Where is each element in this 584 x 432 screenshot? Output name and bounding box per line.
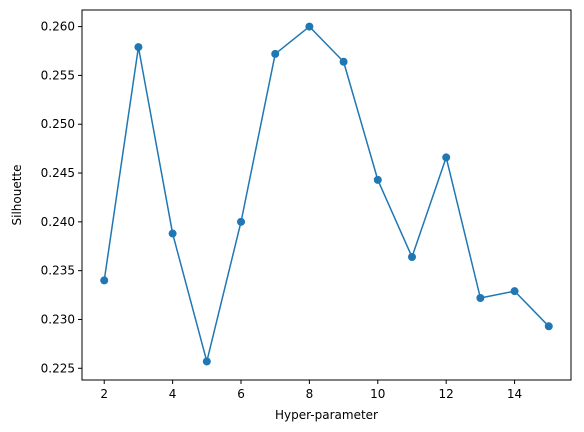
x-axis: 2 4 6 8 10 12 14 xyxy=(100,380,522,401)
y-tick-label-0.225: 0.225 xyxy=(41,361,75,375)
data-point-10 xyxy=(373,175,382,184)
data-point-15 xyxy=(544,322,553,331)
data-point-9 xyxy=(339,57,348,66)
y-axis: 0.225 0.230 0.235 0.240 0.245 0.250 0.255 0.260 xyxy=(41,20,82,375)
data-point-4 xyxy=(168,229,177,238)
x-tick-label-6: 6 xyxy=(237,387,245,401)
y-tick-label-0.255: 0.255 xyxy=(41,68,75,82)
data-point-14 xyxy=(510,287,519,296)
y-tick-label-0.240: 0.240 xyxy=(41,215,75,229)
y-axis-label: Silhouette xyxy=(10,164,24,225)
data-point-6 xyxy=(237,217,246,226)
data-point-2 xyxy=(100,276,109,285)
data-point-8 xyxy=(305,22,314,31)
data-point-12 xyxy=(442,153,451,162)
axes-frame xyxy=(81,9,572,381)
y-tick-label-0.250: 0.250 xyxy=(41,117,75,131)
data-point-7 xyxy=(271,49,280,58)
data-point-13 xyxy=(476,293,485,302)
x-tick-label-2: 2 xyxy=(100,387,108,401)
x-axis-label: Hyper-parameter xyxy=(275,408,378,422)
plot-area xyxy=(100,22,553,366)
x-tick-label-4: 4 xyxy=(169,387,177,401)
x-tick-label-12: 12 xyxy=(439,387,454,401)
series-line-0 xyxy=(103,25,550,363)
y-tick-label-0.235: 0.235 xyxy=(41,264,75,278)
y-tick-label-0.245: 0.245 xyxy=(41,166,75,180)
y-tick-label-0.230: 0.230 xyxy=(41,312,75,326)
x-tick-label-10: 10 xyxy=(370,387,385,401)
data-point-11 xyxy=(407,252,416,261)
data-point-3 xyxy=(134,43,143,52)
data-point-5 xyxy=(202,357,211,366)
y-tick-label-0.260: 0.260 xyxy=(41,20,75,34)
x-tick-label-8: 8 xyxy=(306,387,314,401)
x-tick-label-14: 14 xyxy=(507,387,522,401)
